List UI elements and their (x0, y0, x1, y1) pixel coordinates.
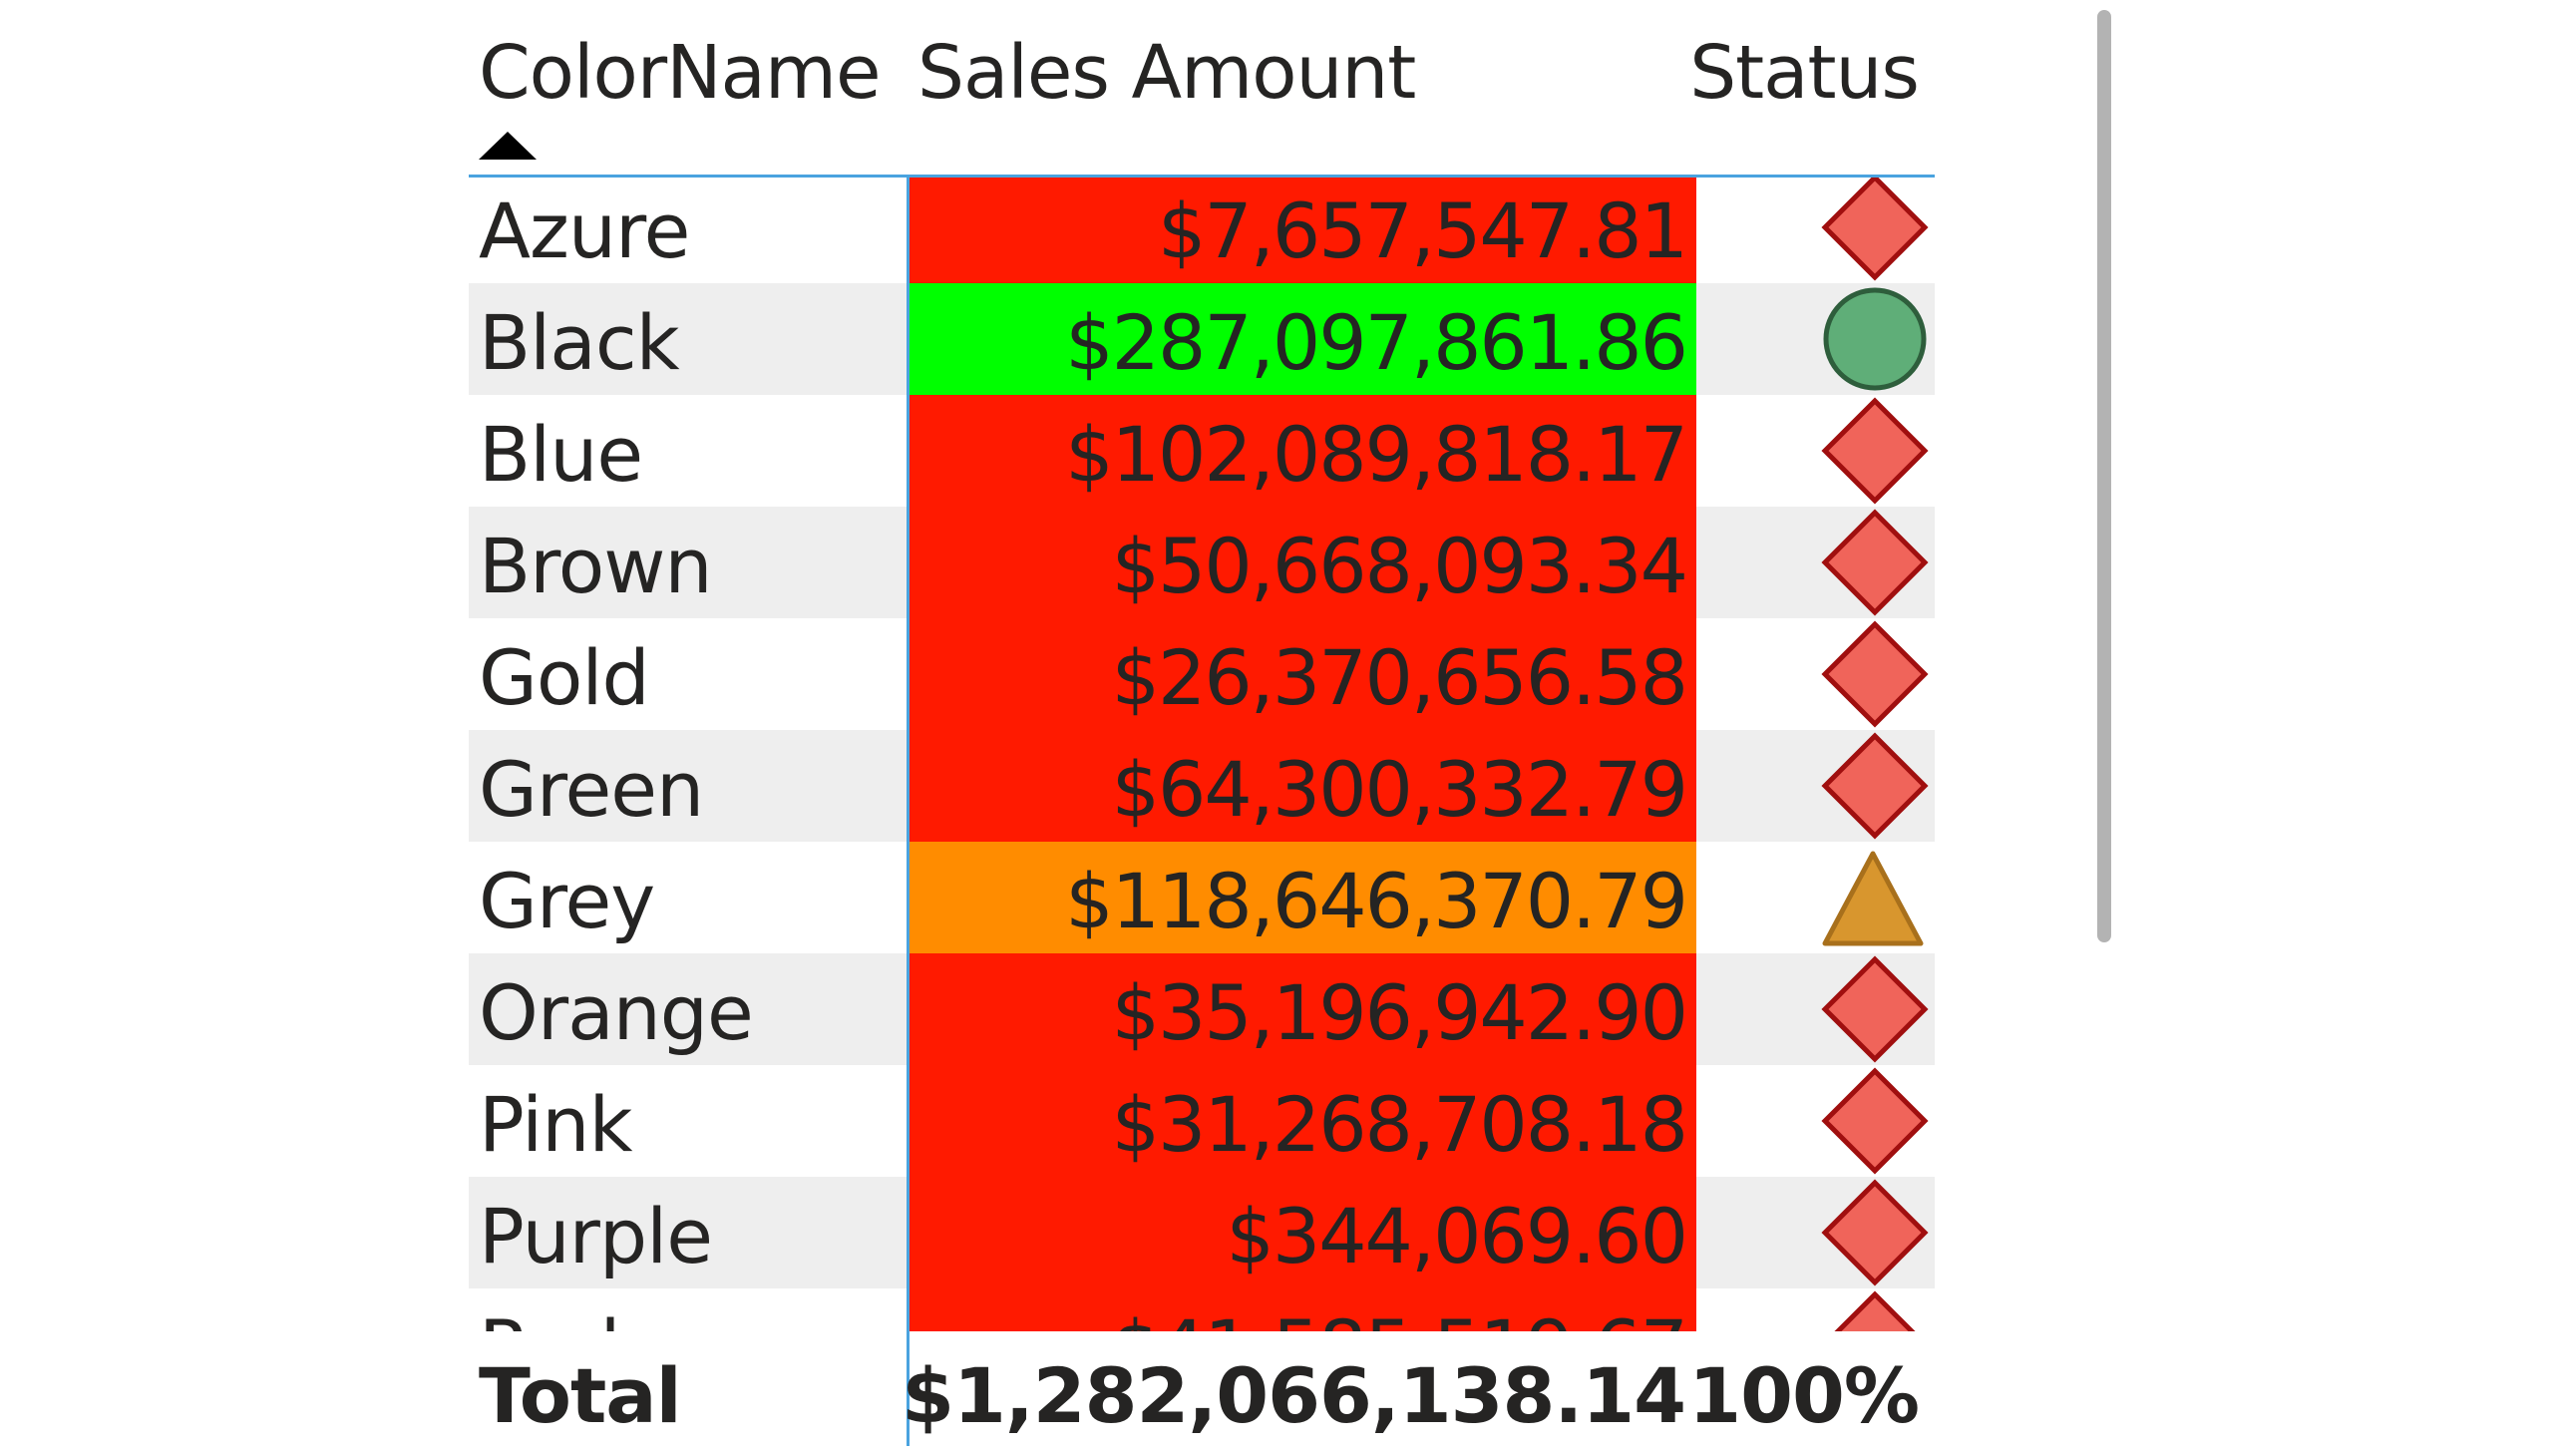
total-sales-amount: $1,282,066,138.14 (902, 1351, 1686, 1440)
header-status[interactable]: Status (1689, 30, 1920, 116)
sales-amount-cell: $31,268,708.18 (909, 1065, 1696, 1177)
table-row[interactable]: Pink $31,268,708.18 (469, 1065, 1935, 1177)
total-label: Total (479, 1351, 682, 1440)
sales-amount-cell: $35,196,942.90 (909, 953, 1696, 1065)
column-divider (907, 175, 910, 1446)
sales-amount-cell: $50,668,093.34 (909, 507, 1696, 618)
header-colorname[interactable]: ColorName (479, 30, 882, 116)
red-diamond-icon (1815, 1177, 1935, 1288)
color-name-cell: Green (479, 745, 704, 834)
red-diamond-icon (1815, 953, 1935, 1065)
table-row[interactable]: Azure $7,657,547.81 (469, 178, 1935, 283)
sales-amount-cell: $118,646,370.79 (909, 842, 1696, 953)
red-diamond-icon (1815, 730, 1935, 842)
red-diamond-icon (1815, 395, 1935, 507)
table-body[interactable]: Azure $7,657,547.81 Black $287,097,861.86 Bl… (469, 178, 1935, 1331)
header-sales-amount[interactable]: Sales Amount (917, 30, 1416, 116)
sales-amount-cell: $26,370,656.58 (909, 618, 1696, 730)
color-name-cell: Orange (479, 968, 754, 1057)
sales-amount-cell: $287,097,861.86 (909, 283, 1696, 395)
color-name-cell: Black (479, 298, 680, 387)
color-name-cell: Blue (479, 410, 643, 499)
color-name-cell: Red (479, 1288, 620, 1331)
color-name-cell: Azure (479, 186, 690, 275)
sort-ascending-icon[interactable] (479, 132, 537, 160)
total-status: 100% (1688, 1351, 1920, 1440)
header-divider (469, 175, 1935, 178)
table-row[interactable]: Gold $26,370,656.58 (469, 618, 1935, 730)
sales-amount-cell: $7,657,547.81 (909, 178, 1696, 283)
green-circle-icon (1815, 283, 1935, 395)
table-row[interactable]: Black $287,097,861.86 (469, 283, 1935, 395)
sales-amount-cell: $64,300,332.79 (909, 730, 1696, 842)
red-diamond-icon (1815, 1288, 1935, 1331)
color-name-cell: Gold (479, 633, 650, 722)
vertical-scrollbar[interactable] (2097, 10, 2111, 942)
red-diamond-icon (1815, 178, 1935, 283)
sales-amount-cell: $41,585,519.67 (909, 1288, 1696, 1331)
table-row[interactable]: Brown $50,668,093.34 (469, 507, 1935, 618)
table-row[interactable]: Green $64,300,332.79 (469, 730, 1935, 842)
red-diamond-icon (1815, 1065, 1935, 1177)
color-name-cell: Grey (479, 857, 655, 945)
red-diamond-icon (1815, 618, 1935, 730)
amber-triangle-icon (1815, 842, 1935, 953)
sales-amount-cell: $102,089,818.17 (909, 395, 1696, 507)
color-name-cell: Pink (479, 1080, 632, 1169)
sales-amount-cell: $344,069.60 (909, 1177, 1696, 1288)
table-row[interactable]: Grey $118,646,370.79 (469, 842, 1935, 953)
table-row[interactable]: Red $41,585,519.67 (469, 1288, 1935, 1331)
color-name-cell: Purple (479, 1192, 713, 1280)
table-row[interactable]: Orange $35,196,942.90 (469, 953, 1935, 1065)
color-name-cell: Brown (479, 522, 713, 610)
table-row[interactable]: Blue $102,089,818.17 (469, 395, 1935, 507)
red-diamond-icon (1815, 507, 1935, 618)
table-row[interactable]: Purple $344,069.60 (469, 1177, 1935, 1288)
